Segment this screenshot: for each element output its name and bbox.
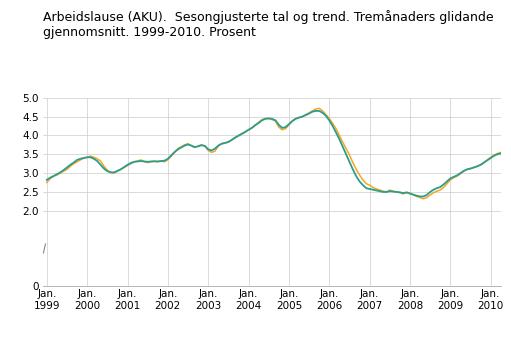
Sesongjustert — [421, 196, 427, 201]
Line: Sesongjustert: Sesongjustert — [47, 108, 501, 199]
Trend — [219, 142, 225, 146]
Trend — [417, 194, 423, 199]
Trend — [313, 109, 319, 113]
Sesongjustert — [478, 163, 484, 167]
Trend — [413, 194, 420, 198]
Trend — [98, 163, 104, 167]
Trend — [44, 178, 50, 182]
Trend — [421, 194, 427, 199]
Trend — [498, 151, 504, 156]
Trend — [424, 193, 430, 197]
Text: Arbeidslause (AKU).  Sesongjusterte tal og trend. Tremånaders glidande
gjennomsn: Arbeidslause (AKU). Sesongjusterte tal o… — [43, 10, 494, 39]
Sesongjustert — [424, 195, 430, 200]
Sesongjustert — [413, 194, 420, 199]
Sesongjustert — [498, 150, 504, 155]
Trend — [478, 163, 484, 167]
Line: Trend: Trend — [47, 111, 501, 196]
Sesongjustert — [98, 159, 104, 163]
Sesongjustert — [316, 106, 322, 110]
Sesongjustert — [219, 142, 225, 146]
Sesongjustert — [417, 195, 423, 200]
Sesongjustert — [44, 180, 50, 185]
